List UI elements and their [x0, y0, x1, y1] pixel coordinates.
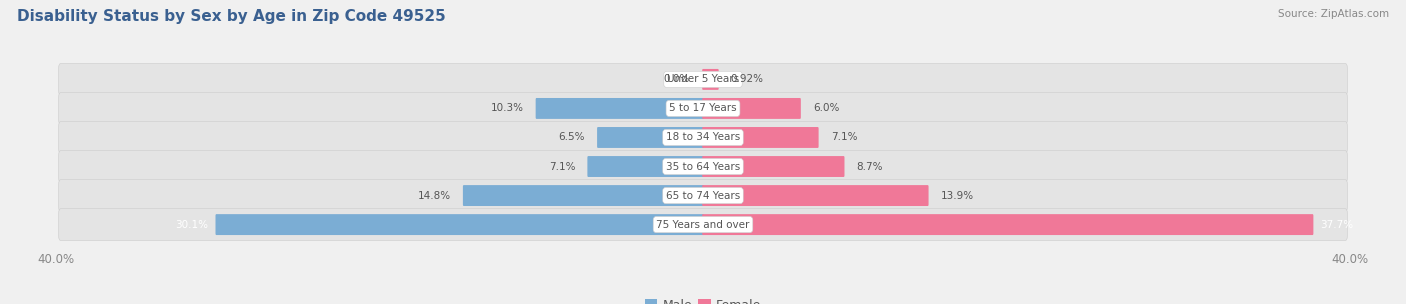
Text: 7.1%: 7.1% — [548, 161, 575, 171]
Text: 0.92%: 0.92% — [731, 74, 763, 85]
Text: 18 to 34 Years: 18 to 34 Years — [666, 133, 740, 143]
Text: 8.7%: 8.7% — [856, 161, 883, 171]
Text: 75 Years and over: 75 Years and over — [657, 219, 749, 230]
FancyBboxPatch shape — [59, 180, 1347, 212]
Text: 0.0%: 0.0% — [664, 74, 690, 85]
Text: 6.0%: 6.0% — [813, 103, 839, 113]
Text: 35 to 64 Years: 35 to 64 Years — [666, 161, 740, 171]
FancyBboxPatch shape — [588, 156, 704, 177]
Text: 14.8%: 14.8% — [418, 191, 451, 201]
FancyBboxPatch shape — [59, 122, 1347, 154]
FancyBboxPatch shape — [702, 127, 818, 148]
FancyBboxPatch shape — [598, 127, 704, 148]
Text: 5 to 17 Years: 5 to 17 Years — [669, 103, 737, 113]
FancyBboxPatch shape — [702, 156, 845, 177]
FancyBboxPatch shape — [59, 150, 1347, 182]
FancyBboxPatch shape — [59, 64, 1347, 95]
Text: 13.9%: 13.9% — [941, 191, 974, 201]
Text: 37.7%: 37.7% — [1320, 219, 1354, 230]
Text: 65 to 74 Years: 65 to 74 Years — [666, 191, 740, 201]
FancyBboxPatch shape — [702, 98, 801, 119]
FancyBboxPatch shape — [463, 185, 704, 206]
FancyBboxPatch shape — [59, 209, 1347, 240]
FancyBboxPatch shape — [215, 214, 704, 235]
FancyBboxPatch shape — [702, 214, 1313, 235]
FancyBboxPatch shape — [702, 69, 718, 90]
Text: 7.1%: 7.1% — [831, 133, 858, 143]
Text: 10.3%: 10.3% — [491, 103, 523, 113]
FancyBboxPatch shape — [59, 92, 1347, 124]
Legend: Male, Female: Male, Female — [640, 294, 766, 304]
Text: Under 5 Years: Under 5 Years — [666, 74, 740, 85]
Text: 6.5%: 6.5% — [558, 133, 585, 143]
Text: Disability Status by Sex by Age in Zip Code 49525: Disability Status by Sex by Age in Zip C… — [17, 9, 446, 24]
FancyBboxPatch shape — [536, 98, 704, 119]
FancyBboxPatch shape — [702, 185, 928, 206]
Text: 30.1%: 30.1% — [176, 219, 208, 230]
Text: Source: ZipAtlas.com: Source: ZipAtlas.com — [1278, 9, 1389, 19]
